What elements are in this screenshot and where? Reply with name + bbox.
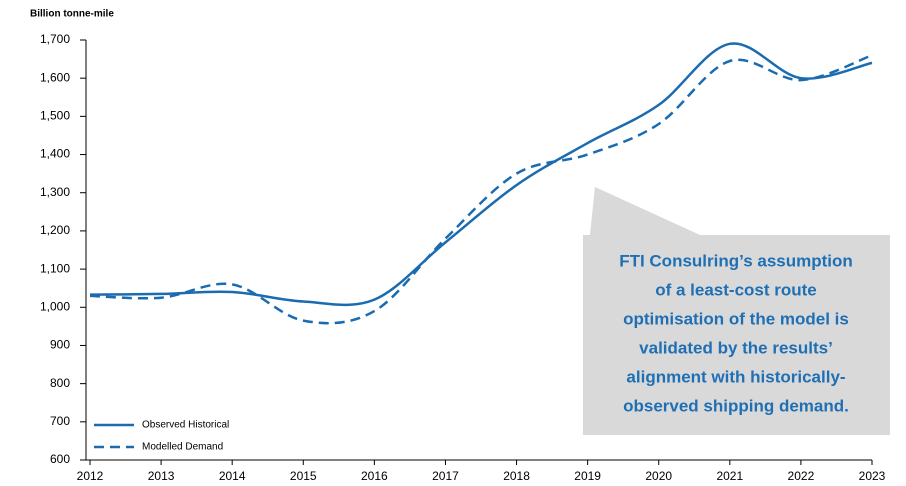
annotation: FTI Consulring’s assumption [619, 251, 853, 270]
annotation: observed shipping demand. [623, 396, 849, 415]
y-tick-label: 600 [50, 452, 70, 466]
series-line [89, 42, 873, 307]
legend-label: Observed Historical [142, 420, 229, 431]
y-tick-label: 1,300 [40, 185, 70, 199]
callout-box [583, 235, 890, 435]
y-tick-label: 1,700 [40, 32, 70, 46]
annotation: validated by the results’ [639, 338, 833, 357]
x-tick-label: 2013 [148, 469, 175, 483]
annotation: optimisation of the model is [623, 309, 849, 328]
y-tick-label: 800 [50, 376, 70, 390]
y-tick-label: 1,500 [40, 109, 70, 123]
y-tick-label: 900 [50, 338, 70, 352]
y-tick-label: 1,200 [40, 223, 70, 237]
y-tick-label: 1,000 [40, 299, 70, 313]
x-tick-label: 2022 [788, 469, 815, 483]
x-tick-label: 2020 [645, 469, 672, 483]
x-tick-label: 2019 [574, 469, 601, 483]
annotation: of a least-cost route [655, 280, 817, 299]
y-tick-label: 1,100 [40, 261, 70, 275]
y-tick-label: 1,400 [40, 147, 70, 161]
x-tick-label: 2017 [432, 469, 459, 483]
x-tick-label: 2023 [859, 469, 886, 483]
x-tick-label: 2014 [219, 469, 246, 483]
x-tick-label: 2015 [290, 469, 317, 483]
y-tick-label: 700 [50, 414, 70, 428]
annotation: alignment with historically- [626, 367, 845, 386]
x-tick-label: 2021 [716, 469, 743, 483]
legend-label: Modelled Demand [142, 442, 223, 453]
x-tick-label: 2016 [361, 469, 388, 483]
x-tick-label: 2018 [503, 469, 530, 483]
x-tick-label: 2012 [77, 469, 104, 483]
y-tick-label: 1,600 [40, 70, 70, 84]
y-axis-label: Billion tonne-mile [30, 9, 114, 20]
